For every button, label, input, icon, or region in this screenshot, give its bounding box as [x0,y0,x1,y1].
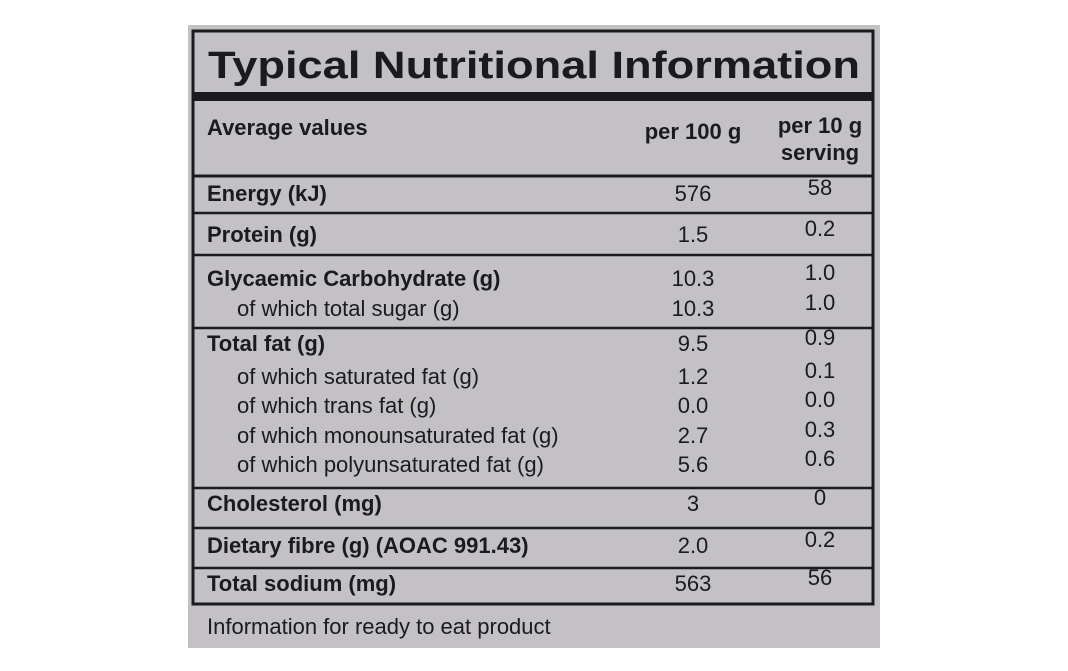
title-rule [193,92,873,101]
per-100g-value: 0.0 [678,393,709,418]
sub-row-label: of which trans fat (g) [237,393,436,418]
sub-row-label: of which saturated fat (g) [237,364,479,389]
per-serving-value: 0.2 [805,527,836,552]
per-serving-value: 56 [808,565,832,590]
per-serving-value: 0.0 [805,387,836,412]
header-per-serving: serving [781,140,859,165]
per-serving-value: 0.3 [805,417,836,442]
row-label: Cholesterol (mg) [207,491,382,516]
row-label: Protein (g) [207,222,317,247]
per-serving-value: 1.0 [805,290,836,315]
per-100g-value: 9.5 [678,331,709,356]
per-serving-value: 58 [808,175,832,200]
sub-row-label: of which polyunsaturated fat (g) [237,452,544,477]
title: Typical Nutritional Information [208,45,860,87]
per-100g-value: 10.3 [672,266,715,291]
per-100g-value: 1.2 [678,364,709,389]
per-100g-value: 576 [675,181,712,206]
row-label: Energy (kJ) [207,181,327,206]
per-serving-value: 0.2 [805,216,836,241]
per-100g-value: 5.6 [678,452,709,477]
per-serving-value: 1.0 [805,260,836,285]
per-100g-value: 2.0 [678,533,709,558]
per-100g-value: 1.5 [678,222,709,247]
label-background [188,25,880,648]
row-label: Total fat (g) [207,331,325,356]
per-serving-value: 0 [814,485,826,510]
sub-row-label: of which monounsaturated fat (g) [237,423,559,448]
footer: Information for ready to eat product [207,614,551,639]
per-serving-value: 0.6 [805,446,836,471]
table-border [191,29,875,606]
per-serving-value: 0.9 [805,325,836,350]
per-100g-value: 3 [687,491,699,516]
per-100g-value: 2.7 [678,423,709,448]
per-serving-value: 0.1 [805,358,836,383]
per-100g-value: 563 [675,571,712,596]
sub-row-label: of which total sugar (g) [237,296,460,321]
row-label: Glycaemic Carbohydrate (g) [207,266,500,291]
header-per-serving: per 10 g [778,113,862,138]
header-per-100g: per 100 g [645,119,742,144]
row-label: Dietary fibre (g) (AOAC 991.43) [207,533,529,558]
header-label: Average values [207,115,368,140]
row-label: Total sodium (mg) [207,571,396,596]
per-100g-value: 10.3 [672,296,715,321]
